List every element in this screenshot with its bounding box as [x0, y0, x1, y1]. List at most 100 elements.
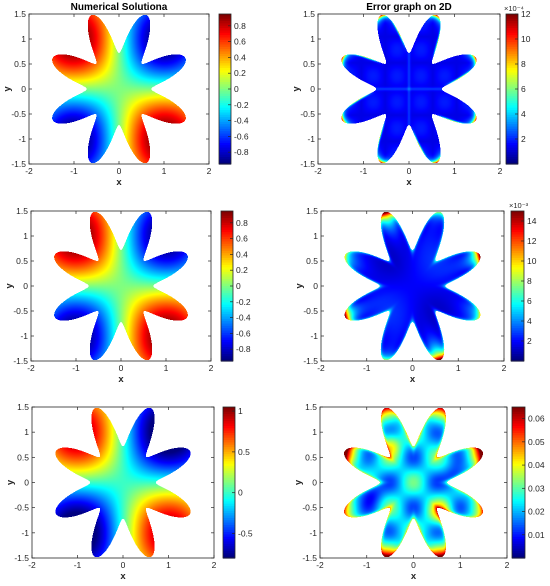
y-axis-label: y	[5, 479, 16, 485]
y-tick-label: 1	[313, 231, 318, 241]
colorbar-tick-label: 0.05	[528, 437, 545, 447]
colorbar-segment	[219, 72, 231, 76]
colorbar-segment	[506, 156, 518, 160]
colorbar-segment	[512, 468, 525, 472]
colorbar-segment	[506, 79, 518, 83]
colorbar-segment	[512, 465, 525, 469]
y-tick-label: -0.5	[303, 306, 318, 316]
colorbar-segment	[506, 60, 518, 64]
colorbar-segment	[511, 351, 524, 355]
colorbar-segment	[219, 30, 231, 34]
colorbar-segment	[512, 508, 525, 512]
colorbar-segment	[506, 32, 518, 36]
colorbar-segment	[511, 253, 524, 257]
colorbar-segment	[221, 264, 233, 268]
colorbar-segment	[221, 358, 233, 362]
colorbar-segment	[219, 112, 231, 116]
colorbar-segment	[219, 149, 231, 153]
colorbar-segment	[219, 119, 231, 123]
colorbar-segment	[512, 425, 525, 429]
colorbar-segment	[221, 246, 233, 250]
y-tick-label: 1.5	[306, 206, 318, 216]
colorbar-tick-label: 0.04	[528, 460, 545, 470]
y-tick-label: -1.5	[302, 553, 317, 563]
y-tick-label: 1	[310, 34, 315, 44]
colorbar-segment	[221, 318, 233, 322]
x-tick-label: 0	[410, 363, 415, 373]
colorbar-segment	[221, 283, 233, 287]
colorbar-segment	[219, 56, 231, 60]
colorbar-tick-label: -0.4	[234, 116, 249, 126]
colorbar-segment	[223, 475, 235, 479]
colorbar-segment	[512, 550, 525, 554]
colorbar-segment	[506, 112, 518, 116]
x-tick-label: 1	[452, 166, 457, 176]
colorbar-segment	[511, 274, 524, 278]
colorbar-segment	[219, 67, 231, 71]
colorbar-segment	[219, 77, 231, 81]
x-tick-label: 0	[119, 363, 124, 373]
colorbar-segment	[506, 107, 518, 111]
colorbar-segment	[221, 225, 233, 229]
colorbar-segment	[223, 454, 235, 458]
colorbar-segment	[219, 124, 231, 128]
colorbar-segment	[219, 70, 231, 74]
colorbar-segment	[221, 325, 233, 329]
y-tick-label: 0.5	[305, 452, 317, 462]
colorbar-segment	[512, 546, 525, 550]
colorbar-segment	[219, 154, 231, 158]
x-tick-label: -1	[72, 363, 80, 373]
x-tick-label: 2	[212, 560, 217, 570]
colorbar-segment	[221, 286, 233, 289]
colorbar-segment	[219, 79, 231, 83]
colorbar: 0.8 0.6 0.4 0.2 0 -0.2 -0.4 -0.6 -0.8	[220, 210, 251, 362]
colorbar-segment	[506, 89, 518, 92]
colorbar-tick-label: -0.4	[236, 313, 251, 323]
colorbar-segment	[506, 149, 518, 153]
colorbar-segment	[511, 307, 524, 311]
colorbar-segment	[219, 25, 231, 29]
y-tick-label: 0	[313, 281, 318, 291]
colorbar-segment	[512, 447, 525, 451]
colorbar-segment	[506, 44, 518, 48]
colorbar-segment	[512, 484, 525, 488]
colorbar-segment	[511, 248, 524, 252]
colorbar-segment	[506, 25, 518, 29]
colorbar-segment	[506, 91, 518, 95]
y-axis-label: y	[294, 283, 305, 289]
colorbar-segment	[512, 520, 525, 524]
colorbar-segment	[219, 98, 231, 102]
colorbar-segment	[512, 418, 525, 422]
y-tick-label: -1	[18, 134, 26, 144]
colorbar-segment	[221, 257, 233, 261]
colorbar-segment	[512, 407, 525, 410]
x-tick-label: 1	[456, 363, 461, 373]
colorbar-segment	[221, 311, 233, 315]
colorbar-segment	[506, 18, 518, 22]
colorbar-segment	[219, 86, 231, 90]
colorbar-segment	[506, 133, 518, 137]
colorbar-segment	[511, 239, 524, 243]
colorbar-segment	[511, 295, 524, 299]
x-tick-label: 1	[164, 363, 169, 373]
colorbar-segment	[506, 51, 518, 55]
y-tick-label: 1	[21, 34, 26, 44]
colorbar-segment	[512, 470, 525, 474]
colorbar: 14 12 10 8 6 4 2 ×10⁻³	[509, 201, 537, 362]
colorbar-segment	[512, 555, 525, 559]
colorbar-segment	[506, 159, 518, 163]
colorbar-segment	[511, 344, 524, 348]
colorbar-segment	[506, 30, 518, 34]
colorbar-segment	[221, 321, 233, 325]
colorbar-segment	[511, 335, 524, 339]
colorbar-segment	[221, 255, 233, 259]
colorbar-segment	[506, 74, 518, 78]
colorbar-segment	[506, 72, 518, 76]
colorbar-segment	[223, 447, 235, 451]
colorbar-segment	[512, 421, 525, 425]
y-tick-label: -1.5	[303, 356, 318, 366]
colorbar-segment	[511, 255, 524, 259]
colorbar-segment	[219, 44, 231, 48]
colorbar-segment	[223, 543, 235, 547]
colorbar-segment	[223, 517, 235, 521]
